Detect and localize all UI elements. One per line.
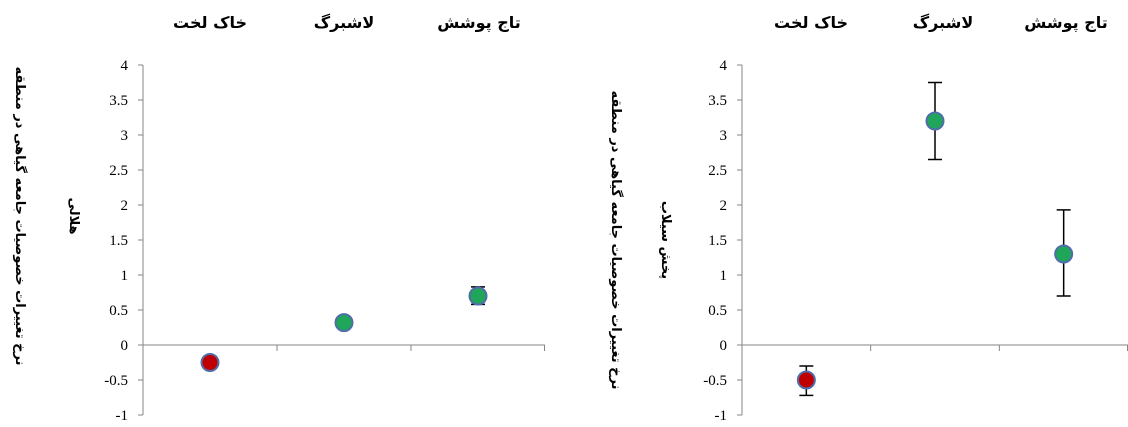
data-point-right [796, 370, 816, 390]
chart-right: خاک لخت لاشبرگ تاج پوشش نرخ تغییرات خصوص… [608, 13, 1128, 424]
y-axis-label-line2-left: هلالی [66, 198, 81, 235]
y-tick-label-right: 0.5 [708, 303, 727, 319]
y-tick-label-left: -1 [116, 408, 129, 424]
data-point-right [925, 111, 945, 131]
y-tick-label-right: 1 [720, 268, 728, 284]
y-tick-label-right: 0 [720, 338, 728, 354]
category-label-litter-right: لاشبرگ [913, 13, 974, 32]
y-tick-label-left: 4 [121, 58, 129, 74]
category-label-bare-soil-right: خاک لخت [774, 13, 848, 32]
category-label-litter-left: لاشبرگ [314, 13, 375, 32]
category-label-bare-soil-left: خاک لخت [173, 13, 247, 32]
y-axis-label-line2-right: پخش سیلاب [658, 201, 673, 279]
y-tick-label-right: 4 [720, 58, 728, 74]
data-point-left [200, 353, 220, 372]
data-point-left [468, 286, 488, 306]
y-tick-label-left: 2.5 [109, 163, 128, 179]
y-axis-label-line1-left: نرخ تغییرات خصوصیات جامعه گیاهی در منطقه [12, 67, 28, 366]
y-tick-label-right: -1 [715, 408, 728, 424]
data-point-right [1054, 244, 1074, 264]
y-tick-label-right: -0.5 [703, 373, 727, 389]
y-tick-label-left: -0.5 [104, 373, 128, 389]
y-tick-label-right: 1.5 [708, 233, 727, 249]
y-tick-label-right: 3 [720, 128, 728, 144]
chart-left: خاک لخت لاشبرگ تاج پوشش نرخ تغییرات خصوص… [12, 13, 545, 424]
y-tick-label-left: 2 [121, 198, 129, 214]
y-tick-label-left: 1.5 [109, 233, 128, 249]
y-tick-label-left: 3.5 [109, 93, 128, 109]
y-tick-label-left: 0.5 [109, 303, 128, 319]
data-point-left [334, 313, 354, 333]
y-tick-label-left: 3 [121, 128, 129, 144]
y-tick-label-left: 1 [121, 268, 129, 284]
y-tick-label-left: 0 [121, 338, 129, 354]
category-label-canopy-right: تاج پوشش [1024, 13, 1108, 33]
y-tick-label-right: 2.5 [708, 163, 727, 179]
y-axis-label-line1-right: نرخ تغییرات خصوصیات جامعه گیاهی در منطقه [608, 91, 624, 390]
y-tick-label-right: 3.5 [708, 93, 727, 109]
category-label-canopy-left: تاج پوشش [437, 13, 521, 33]
y-tick-label-right: 2 [720, 198, 728, 214]
